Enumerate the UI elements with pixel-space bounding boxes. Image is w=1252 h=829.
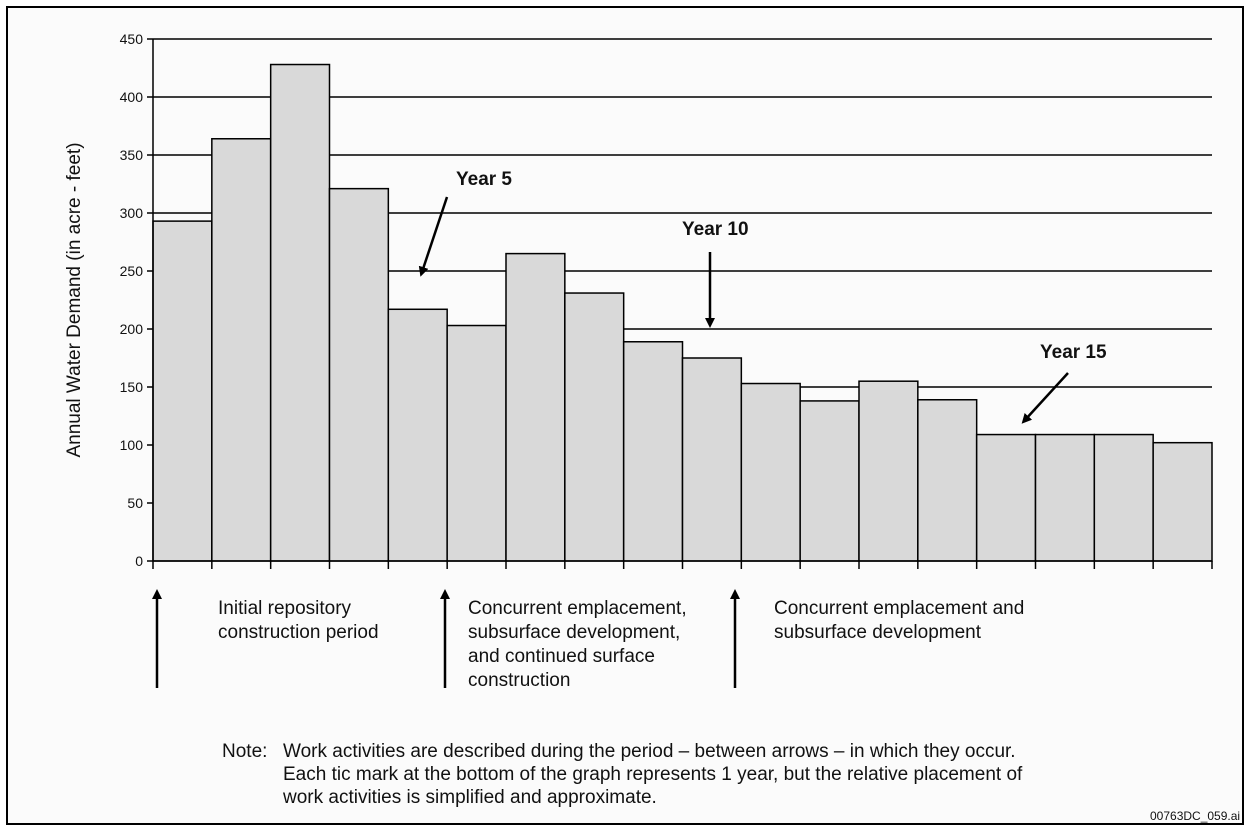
y-tick-label: 350 [120,147,144,163]
y-tick-label: 0 [135,553,143,569]
bar [1093,433,1154,562]
bar [799,400,860,562]
bar [505,252,566,562]
y-tick-label: 450 [120,31,144,47]
bar [269,63,331,562]
axes [147,38,1213,569]
bars [152,63,1213,562]
bar [152,220,213,562]
file-id: 00763DC_059.ai [1150,809,1241,823]
annotation-year-5: Year 5 [456,169,512,190]
bar [975,433,1037,562]
bar [446,324,507,562]
bar [681,357,743,562]
note-label: Note: [222,741,268,762]
annotation-year-10: Year 10 [682,219,749,240]
y-tick-label: 100 [120,437,144,453]
y-tick-label: 50 [127,495,143,511]
annotation-year-5-arrow [418,196,449,277]
annotation-year-15: Year 15 [1040,342,1107,363]
bar [1152,441,1213,562]
y-tick-label: 200 [120,321,144,337]
bar [1034,433,1096,562]
period-text-1: Initial repository construction period [218,598,379,643]
y-tick-label: 400 [120,89,144,105]
bar [740,382,801,562]
y-tick-label: 300 [120,205,144,221]
bar [328,187,390,562]
bar [622,341,684,562]
y-axis-label: Annual Water Demand (in acre - feet) [64,142,85,457]
y-tick-labels: 0 50 100 150 200 250 300 350 400 450 [120,31,144,569]
annotation-year-15-arrow [1021,372,1069,424]
bar [387,308,448,562]
note-text: Work activities are described during the… [283,741,1023,808]
bar [858,380,919,562]
bar [564,292,625,562]
note: Note: Work activities are described duri… [222,740,1102,815]
bar [917,399,978,562]
y-tick-label: 150 [120,379,144,395]
period-text-3: Concurrent emplacement and subsurface de… [774,598,1025,643]
period-text-2: Concurrent emplacement, subsurface devel… [468,598,687,691]
bar [211,138,272,562]
y-tick-label: 250 [120,263,144,279]
